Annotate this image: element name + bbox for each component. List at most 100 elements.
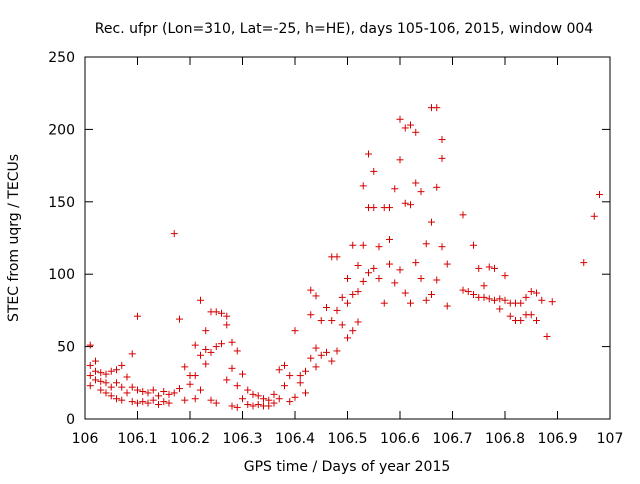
data-point — [464, 288, 472, 296]
data-point — [254, 401, 262, 409]
x-tick-label: 106.7 — [432, 431, 472, 447]
data-point — [517, 299, 525, 307]
x-tick-label: 106.6 — [380, 431, 420, 447]
data-point — [417, 275, 425, 283]
data-point — [202, 327, 210, 335]
data-point — [212, 343, 220, 351]
data-point — [386, 235, 393, 243]
data-point — [428, 218, 435, 226]
data-point — [233, 347, 241, 355]
data-point — [144, 389, 152, 397]
data-point — [307, 354, 315, 362]
data-point — [344, 334, 351, 342]
data-point — [354, 262, 362, 270]
data-point — [396, 115, 404, 123]
data-point — [396, 156, 404, 164]
data-point — [365, 150, 372, 158]
data-point — [480, 282, 488, 290]
x-tick-label: 107 — [597, 431, 624, 447]
y-axis-label: STEC from uqrg / TECUs — [6, 154, 22, 322]
data-point — [349, 327, 357, 335]
data-point — [391, 185, 399, 193]
data-point — [386, 204, 393, 212]
data-point — [480, 293, 488, 301]
data-point — [517, 317, 525, 325]
data-point — [228, 364, 236, 372]
data-point — [533, 317, 540, 325]
data-point — [102, 379, 110, 387]
data-point — [459, 211, 467, 219]
data-point — [123, 373, 131, 381]
data-point — [344, 299, 351, 307]
data-point — [92, 367, 99, 375]
x-axis-label: GPS time / Days of year 2015 — [244, 459, 451, 475]
data-point — [328, 317, 336, 325]
x-tick-label: 106.4 — [275, 431, 315, 447]
data-point — [223, 321, 231, 329]
data-point — [438, 243, 446, 251]
data-point — [354, 318, 362, 326]
x-tick-label: 106.3 — [222, 431, 262, 447]
data-point — [155, 401, 162, 409]
data-point — [239, 370, 246, 378]
data-point — [338, 293, 346, 301]
data-point — [307, 286, 315, 294]
data-point — [86, 372, 94, 380]
data-point — [191, 395, 199, 403]
data-series — [86, 104, 603, 411]
data-point — [197, 351, 204, 359]
data-point — [470, 241, 477, 249]
data-point — [286, 372, 294, 380]
x-tick-label: 106.9 — [537, 431, 577, 447]
data-point — [254, 392, 262, 400]
data-point — [212, 399, 220, 407]
x-tick-label: 106 — [72, 431, 99, 447]
data-point — [375, 243, 383, 251]
data-point — [333, 347, 341, 355]
data-point — [443, 260, 451, 268]
data-point — [349, 290, 357, 298]
data-point — [407, 121, 414, 129]
data-point — [197, 386, 204, 394]
data-point — [228, 402, 236, 410]
data-point — [496, 305, 504, 313]
data-point — [359, 182, 367, 190]
x-tick-label: 106.8 — [485, 431, 525, 447]
data-point — [92, 357, 99, 365]
data-point — [118, 383, 126, 391]
data-point — [323, 348, 330, 356]
data-point — [380, 299, 388, 307]
data-point — [170, 230, 178, 238]
data-point — [149, 386, 157, 394]
data-point — [370, 167, 378, 175]
data-point — [160, 398, 168, 406]
data-point — [317, 351, 325, 359]
data-point — [113, 366, 120, 374]
data-point — [370, 204, 378, 212]
y-tick-label: 200 — [48, 122, 75, 138]
data-point — [302, 389, 309, 397]
data-point — [433, 276, 441, 284]
data-point — [522, 293, 530, 301]
data-point — [354, 288, 362, 296]
data-point — [139, 387, 147, 395]
data-point — [134, 386, 141, 394]
data-point — [134, 312, 141, 320]
data-point — [181, 363, 189, 371]
data-point — [533, 289, 540, 297]
data-point — [128, 383, 136, 391]
data-point — [386, 260, 393, 268]
data-point — [265, 402, 273, 410]
data-point — [207, 348, 215, 356]
data-point — [291, 393, 299, 401]
data-point — [144, 399, 152, 407]
data-point — [139, 398, 147, 406]
data-point — [92, 376, 99, 384]
data-point — [191, 341, 199, 349]
data-point — [470, 290, 477, 298]
data-point — [239, 395, 246, 403]
data-point — [233, 382, 241, 390]
data-point — [459, 286, 467, 294]
